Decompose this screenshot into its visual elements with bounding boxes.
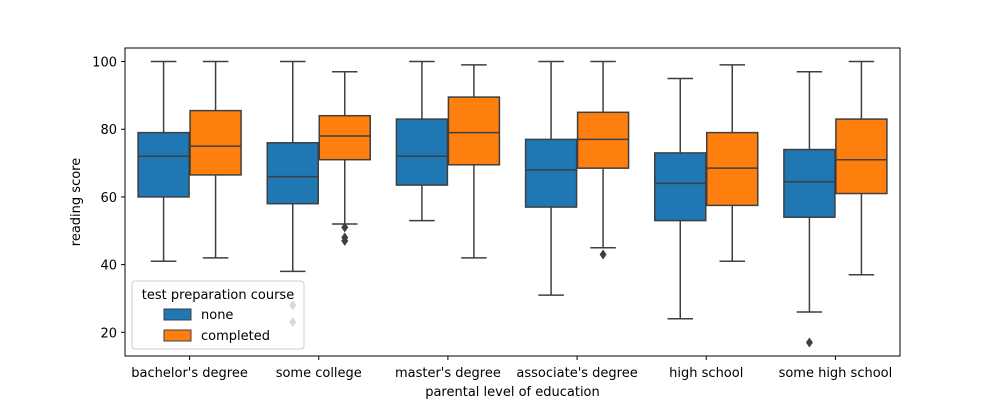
legend-swatch-completed — [163, 329, 192, 342]
x-tick-label: master's degree — [395, 366, 501, 381]
outlier-point — [805, 337, 813, 348]
boxes-layer — [137, 60, 888, 348]
legend-swatch-none — [163, 308, 192, 321]
box-completed-4 — [706, 64, 759, 262]
y-tick-label: 20 — [100, 326, 117, 341]
box-completed-0 — [189, 60, 242, 259]
box-body — [783, 148, 836, 218]
x-tick-label: some college — [276, 366, 362, 381]
outlier-point — [341, 222, 349, 233]
box-completed-5 — [835, 60, 888, 276]
box-body — [318, 114, 371, 161]
legend: test preparation course none completed — [131, 280, 305, 350]
legend-title: test preparation course — [142, 288, 294, 303]
x-tick-label: associate's degree — [516, 366, 637, 381]
box-body — [835, 118, 888, 195]
y-axis: 20 40 60 80 100 — [92, 56, 125, 341]
box-body — [447, 96, 501, 166]
box-completed-1 — [318, 70, 371, 246]
box-none-2 — [395, 60, 449, 222]
legend-label-none: none — [201, 308, 233, 323]
box-none-0 — [137, 60, 190, 262]
y-tick-label: 40 — [100, 259, 117, 274]
outlier-point — [341, 235, 349, 246]
box-body — [524, 138, 578, 208]
box-body — [654, 152, 707, 222]
box-none-3 — [524, 60, 578, 296]
box-none-1 — [266, 60, 319, 328]
x-tick-label: bachelor's degree — [131, 366, 248, 381]
outlier-point — [599, 249, 607, 260]
box-body — [189, 109, 242, 176]
box-completed-2 — [447, 64, 501, 259]
y-tick-label: 80 — [100, 123, 117, 138]
x-axis-label: parental level of education — [425, 385, 600, 400]
box-body — [706, 131, 759, 207]
box-body — [137, 131, 190, 198]
y-tick-label: 100 — [92, 56, 117, 71]
box-completed-3 — [576, 60, 630, 260]
box-none-5 — [783, 70, 836, 348]
y-tick-label: 60 — [100, 191, 117, 206]
legend-label-completed: completed — [201, 329, 270, 344]
x-axis: bachelor's degree some college master's de… — [131, 356, 892, 381]
plot-frame — [124, 47, 901, 357]
box-none-4 — [654, 77, 707, 320]
y-axis-label: reading score — [69, 158, 84, 246]
box-body — [266, 142, 319, 205]
x-tick-label: some high school — [779, 366, 893, 381]
x-tick-label: high school — [669, 366, 743, 381]
box-body — [395, 118, 449, 186]
box-body — [576, 111, 630, 169]
